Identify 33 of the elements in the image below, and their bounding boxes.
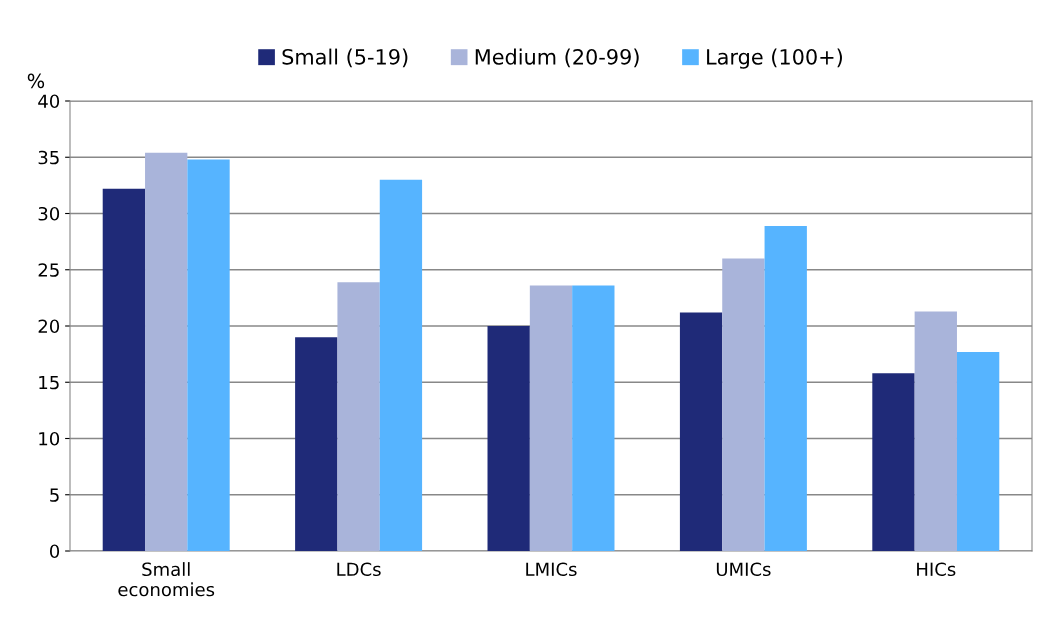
legend-label: Small (5-19) (282, 48, 408, 68)
x-tick-label: UMICs (716, 562, 771, 577)
y-tick-label: 35 (38, 150, 59, 165)
x-tick-label: LMICs (526, 562, 577, 577)
legend-label: Large (100+) (707, 48, 842, 69)
bar (187, 159, 230, 551)
y-tick-label: 25 (38, 263, 59, 277)
bar (379, 179, 423, 551)
legend-label: Medium (20-99) (475, 48, 639, 68)
x-tick-label: Small economies (118, 562, 215, 597)
bar (145, 152, 188, 551)
y-axis-title: % (27, 73, 45, 89)
bar (679, 312, 723, 551)
y-tick-label: 40 (38, 94, 60, 109)
x-tick-label: HICs (917, 562, 956, 577)
bar (956, 351, 1000, 551)
x-tick-label: LDCs (337, 562, 381, 577)
y-tick-label: 15 (39, 375, 59, 390)
y-tick-label: 10 (39, 431, 60, 446)
y-tick-label: 0 (49, 544, 60, 559)
y-tick-label: 20 (38, 319, 60, 334)
y-tick-label: 5 (50, 488, 59, 502)
y-tick-label: 30 (38, 206, 60, 221)
bar (722, 258, 765, 551)
bar (337, 282, 380, 551)
bar (572, 285, 615, 551)
bar (914, 311, 957, 551)
bar (529, 285, 573, 551)
bar (872, 373, 915, 551)
bar (295, 337, 338, 551)
bar (102, 188, 146, 551)
bar (764, 225, 807, 551)
bar (487, 326, 530, 551)
